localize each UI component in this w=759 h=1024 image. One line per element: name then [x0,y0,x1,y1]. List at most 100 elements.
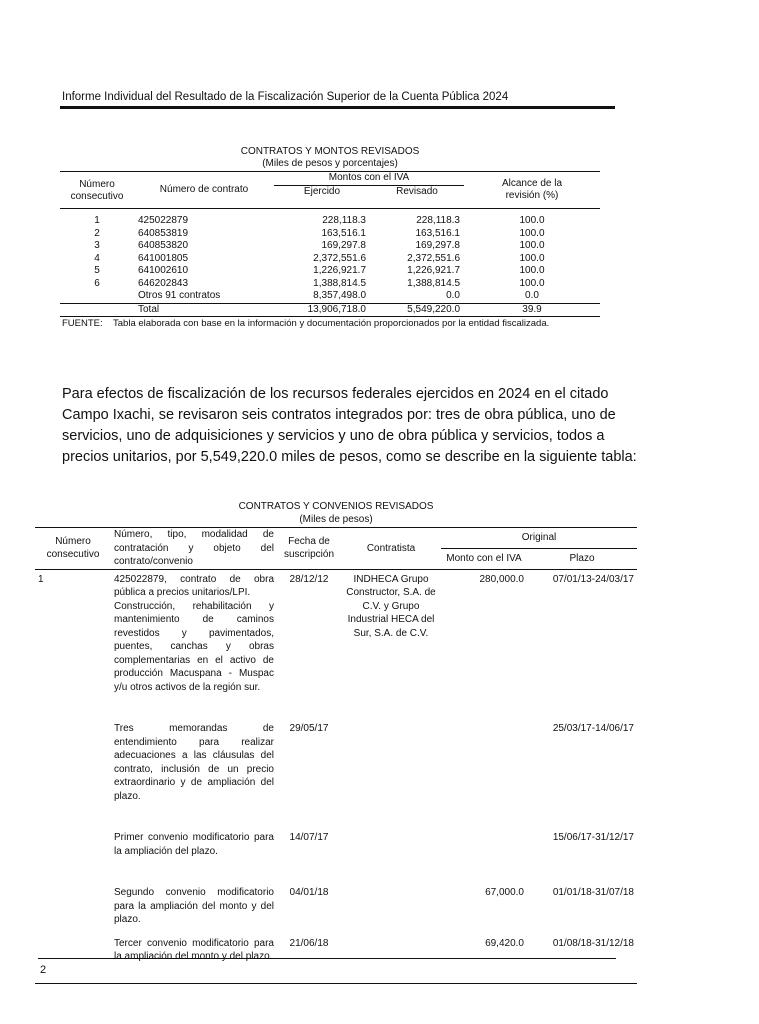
term: 07/01/13-24/03/17 [552,573,634,585]
contracts-amounts-table: Número consecutivo Número de contrato Mo… [60,171,600,317]
amount-ejercido: 1,226,921.7 [313,265,366,276]
row-number: 1 [38,573,44,585]
term: 01/08/18-31/12/18 [552,937,634,949]
term: 25/03/17-14/06/17 [552,723,634,734]
col-fecha: Fecha de suscripción [283,535,335,561]
amount: 280,000.0 [479,573,525,585]
term: 01/01/18-31/07/18 [552,887,634,898]
amount-ejercido: 163,516.1 [321,227,367,239]
alcance: 100.0 [519,215,545,226]
row-number [35,858,111,927]
amount-revisado: 163,516.1 [415,227,461,239]
amount: 69,420.0 [485,937,524,949]
table-row-total: Total 13,906,718.0 5,549,220.0 39.9 [60,303,600,317]
table-row: 5 641002610 1,226,921.7 1,226,921.7 100.0 [60,265,600,278]
description: 425022879, contrato de obra pública a pr… [111,569,277,694]
description-object: Construcción, rehabilitación y mantenimi… [114,600,274,693]
row-number [35,694,111,803]
table2-caption: CONTRATOS Y CONVENIOS REVISADOS (Miles d… [35,500,637,526]
amount-revisado: 169,297.8 [415,240,461,251]
description-text: Segundo convenio modificatorio para la a… [114,887,274,925]
col-contrato: Número de contrato [159,183,249,195]
alcance: 100.0 [519,265,545,276]
contracts-agreements-table: Número consecutivo Número, tipo, modalid… [35,527,637,984]
total-label: Total [138,303,160,315]
source-note: FUENTE: Tabla elaborada con base en la i… [62,318,550,329]
term: 15/06/17-31/12/17 [552,832,634,843]
amount-revisado: 1,226,921.7 [407,265,460,276]
row-number: 1 [94,215,100,226]
col-desc: Número, tipo, modalidad de contratación … [114,529,274,567]
col-alcance: Alcance de la revisión (%) [501,177,563,202]
row-number: 2 [94,227,100,239]
alcance: 100.0 [519,277,545,289]
amount-ejercido: 1,388,814.5 [313,277,366,289]
col-original: Original [441,527,637,549]
report-header: Informe Individual del Resultado de la F… [62,91,509,103]
row-number [60,290,134,303]
signing-date: 14/07/17 [289,832,329,843]
col-num: Número consecutivo [46,535,100,561]
contract-number: 640853819 [138,227,189,239]
total-alcance: 39.9 [522,303,542,315]
amount [441,694,527,803]
contract-number: Otros 91 contratos [138,290,221,301]
amount [441,803,527,858]
header-divider [60,106,615,109]
table-row: Segundo convenio modificatorio para la a… [35,858,637,927]
amount-ejercido: 8,357,498.0 [313,290,366,301]
description-text: Tercer convenio modificatorio para la am… [114,937,274,963]
table-row: 6 646202843 1,388,814.5 1,388,814.5 100.0 [60,278,600,291]
spacer-row [35,964,637,984]
description: Segundo convenio modificatorio para la a… [111,858,277,927]
signing-date: 29/05/17 [289,723,329,734]
col-plazo: Plazo [569,552,595,564]
col-montos: Montos con el IVA [274,171,464,186]
table2-title: CONTRATOS Y CONVENIOS REVISADOS [238,501,434,512]
table-row: Tres memorandas de entendimiento para re… [35,694,637,803]
contractor [341,694,441,803]
table-row: Primer convenio modificatorio para la am… [35,803,637,858]
col-monto: Monto con el IVA [446,552,522,564]
alcance: 0.0 [525,290,539,301]
col-ejercido: Ejercido [303,185,341,197]
table-row: Otros 91 contratos 8,357,498.0 0.0 0.0 [60,290,600,303]
col-contratista: Contratista [366,542,416,554]
contract-number: 425022879 [138,215,189,226]
alcance: 100.0 [519,227,545,239]
table-row: 1 425022879 228,118.3 228,118.3 100.0 [60,209,600,228]
row-number: 5 [94,265,100,276]
contract-number: 641001805 [138,252,189,264]
table2-subtitle: (Miles de pesos) [299,514,373,525]
amount: 67,000.0 [485,887,524,898]
description-text: Primer convenio modificatorio para la am… [114,832,274,857]
contract-number: 641002610 [138,265,189,276]
amount-revisado: 0.0 [446,290,460,301]
col-revisado: Revisado [396,185,438,197]
description-text: Tres memorandas de entendimiento para re… [114,723,274,802]
body-paragraph: Para efectos de fiscalización de los rec… [62,386,637,465]
description: Tres memorandas de entendimiento para re… [111,694,277,803]
contractor: INDHECA Grupo Constructor, S.A. de C.V. … [346,573,436,639]
table-row: 1 425022879, contrato de obra pública a p… [35,569,637,694]
amount-ejercido: 169,297.8 [321,240,367,251]
table-row: 2 640853819 163,516.1 163,516.1 100.0 [60,228,600,241]
amount-ejercido: 228,118.3 [322,215,366,226]
amount-revisado: 2,372,551.6 [407,252,460,264]
table-row: 3 640853820 169,297.8 169,297.8 100.0 [60,240,600,253]
row-number: 4 [94,252,100,264]
contract-number: 640853820 [138,240,189,251]
signing-date: 28/12/12 [289,573,329,585]
row-number [35,803,111,858]
description: Primer convenio modificatorio para la am… [111,803,277,858]
table1-subtitle: (Miles de pesos y porcentajes) [262,158,398,169]
amount-revisado: 228,118.3 [416,215,460,226]
contractor [341,803,441,858]
total-revisado: 5,549,220.0 [407,303,460,315]
footer-divider [38,958,616,959]
col-num: Número consecutivo [70,178,124,203]
table-row: 4 641001805 2,372,551.6 2,372,551.6 100.0 [60,253,600,266]
amount-ejercido: 2,372,551.6 [313,252,366,264]
table1-caption: CONTRATOS Y MONTOS REVISADOS (Miles de p… [60,146,600,170]
contractor [341,858,441,927]
